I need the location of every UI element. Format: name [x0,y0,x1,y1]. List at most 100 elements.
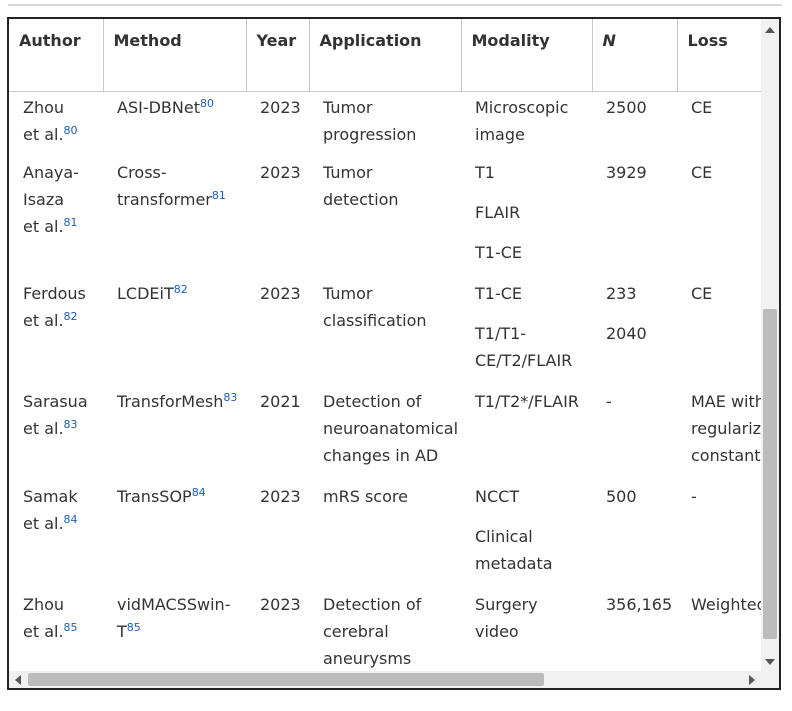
method-text: TransSOP84 [117,483,232,510]
method-text-part: ASI-DBNet [117,97,200,117]
method-text: TransforMesh83 [117,388,237,415]
author-text: Zhou [23,595,65,614]
author-text: et al.80 [23,121,89,148]
cell-author: Samak et al.84 [9,483,103,591]
author-text: et al.82 [23,307,89,334]
application-text: progression [323,124,417,144]
n-value: 233 [606,284,637,303]
cell-n: 233 2040 [592,280,677,388]
cell-application: Detection of cerebral aneurysms [309,591,461,673]
method-reference-link[interactable]: 81 [211,189,226,202]
author-text-part: et al. [23,311,64,330]
modality-text: T1/T1- [475,324,527,343]
loss-text: CE [691,163,713,182]
loss-text: CE [691,97,713,117]
modality-text: image [475,124,525,144]
application-text: classification [323,311,427,330]
cell-year: 2023 [246,91,309,159]
author-reference-link[interactable]: 83 [63,418,78,431]
application-text: Detection of [323,595,422,614]
method-reference-link[interactable]: 85 [126,621,141,634]
year-text: 2023 [260,97,301,117]
loss-text: regularization [691,419,763,438]
cell-method: vidMACSSwin- T85 [103,591,246,673]
author-text: et al.84 [23,510,89,537]
table-row: Zhou et al.80 ASI-DBNet80 2023 Tumor progress… [9,91,763,159]
header-n: N [592,19,678,92]
author-reference-link[interactable]: 82 [63,310,78,323]
n-value: - [606,392,612,411]
cell-loss: CE [677,280,763,388]
method-text-part: TransforMesh [117,392,224,411]
table-row: Samak et al.84 TransSOP84 2023 mRS score NCCT… [9,483,763,591]
method-reference-link[interactable]: 83 [223,391,238,404]
cell-application: Tumor classification [309,280,461,388]
cell-loss: CE [677,159,763,280]
method-text-part: LCDEiT [117,284,174,303]
method-reference-link[interactable]: 80 [199,96,214,110]
author-reference-link[interactable]: 81 [63,216,78,229]
method-text: ASI-DBNet80 [117,94,232,121]
vertical-scrollbar[interactable] [761,19,779,673]
cell-method: TransforMesh83 [103,388,246,483]
vertical-scroll-thumb[interactable] [763,309,777,639]
method-reference-link[interactable]: 82 [173,283,188,296]
application-text: Tumor detection [323,163,399,209]
table-body: Zhou et al.80 ASI-DBNet80 2023 Tumor progress… [9,91,763,673]
modality-text: metadata [475,554,553,573]
author-reference-link[interactable]: 80 [63,123,78,137]
loss-text: - [691,487,697,506]
cell-author: Zhou et al.85 [9,591,103,673]
cell-method: TransSOP84 [103,483,246,591]
year-text: 2023 [260,487,301,506]
author-reference-link[interactable]: 85 [63,621,78,634]
method-text: Cross- [117,163,167,182]
cell-n: - [592,388,677,483]
author-text: Zhou [23,97,65,117]
cell-modality: T1 FLAIR T1-CE [461,159,592,280]
year-text: 2021 [260,392,301,411]
author-text-part: et al. [23,514,64,533]
cell-year: 2021 [246,388,309,483]
cell-application: Tumor detection [309,159,461,280]
n-value: 3929 [606,163,647,182]
cell-year: 2023 [246,483,309,591]
scroll-down-arrow-icon[interactable] [765,659,775,665]
table-row: Zhou et al.85 vidMACSSwin- T85 2023 Detection… [9,591,763,673]
scroll-up-arrow-icon[interactable] [765,27,775,33]
cell-application: mRS score [309,483,461,591]
cell-loss: - [677,483,763,591]
table-row: Anaya- Isaza et al.81 Cross-transformer81 20… [9,159,763,280]
author-text-part: et al. [23,124,64,144]
application-text: Tumor [323,97,373,117]
method-text: vidMACSSwin- [117,595,231,614]
cell-author: Sarasua et al.83 [9,388,103,483]
method-text-part: T [117,622,127,641]
application-text: neuroanatomical [323,419,459,438]
cell-modality: Microscopic image [461,91,592,159]
cell-author: Ferdous et al.82 [9,280,103,388]
modality-text: Clinical [475,527,533,546]
author-text: Ferdous [23,284,86,303]
author-text: Isaza [23,190,65,209]
author-text-part: et al. [23,622,64,641]
top-divider [8,4,782,6]
cell-n: 356,165 [592,591,677,673]
modality-text: CE/T2/FLAIR [475,351,573,370]
method-text: LCDEiT82 [117,280,232,307]
scroll-left-arrow-icon[interactable] [15,675,21,685]
n-value: 2040 [606,324,647,343]
horizontal-scroll-thumb[interactable] [28,673,544,686]
method-reference-link[interactable]: 84 [191,486,206,499]
author-text: Sarasua [23,392,88,411]
n-value: 356,165 [606,595,673,614]
horizontal-scrollbar[interactable] [9,671,779,688]
modality-text: T1 [475,163,495,182]
scroll-right-arrow-icon[interactable] [749,675,755,685]
cell-loss: Weighted [677,591,763,673]
cell-n: 3929 [592,159,677,280]
author-reference-link[interactable]: 84 [63,513,78,526]
method-text: T85 [117,618,232,645]
method-text-part: TransSOP [117,487,192,506]
table-scroll-container[interactable]: Author Method Year Application Modality … [7,17,781,690]
